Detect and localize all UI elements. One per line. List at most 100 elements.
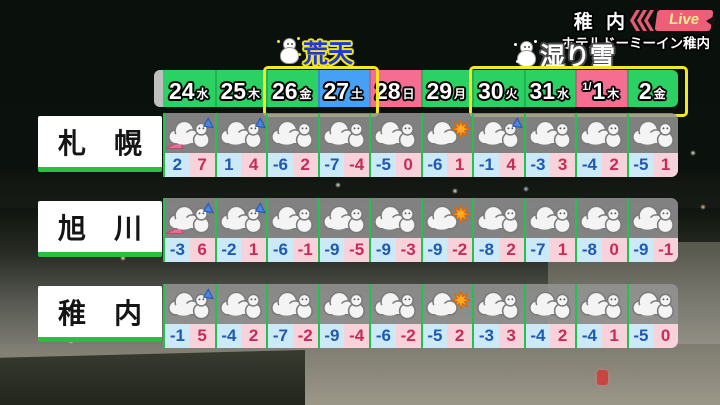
temperature-pair: -6 -1: [268, 238, 318, 262]
high-temperature: 2: [550, 324, 575, 348]
forecast-cell: -5 0: [626, 284, 679, 348]
date-weekday: 金: [653, 87, 666, 101]
high-temperature: 2: [498, 238, 524, 262]
date-cell: 1/1 木: [575, 70, 627, 107]
snow-storm-icon: [165, 113, 215, 153]
high-temperature: -2: [447, 238, 472, 262]
date-weekday: 木: [248, 87, 261, 101]
date-cell: 27 土: [317, 70, 369, 107]
snow-icon: [217, 284, 267, 324]
high-temperature: 2: [292, 153, 318, 177]
high-temperature: 0: [601, 238, 627, 262]
forecast-cell: -7 -4: [317, 113, 369, 177]
date-cell: 24 水: [163, 70, 215, 107]
snow-icon: [268, 198, 318, 238]
temperature-pair: -4 2: [216, 324, 266, 348]
high-temperature: -2: [292, 324, 318, 348]
date-weekday: 水: [557, 87, 570, 101]
temperature-pair: -1 5: [165, 324, 215, 348]
snow-icon: [268, 113, 318, 153]
forecast-cell: -6 1: [420, 113, 472, 177]
high-temperature: 1: [447, 153, 472, 177]
snow-icon: [526, 284, 576, 324]
high-temperature: -1: [653, 238, 678, 262]
low-temperature: -9: [319, 324, 345, 348]
high-temperature: -2: [395, 324, 421, 348]
forecast-cell: -2 1: [214, 198, 266, 262]
snow-icon: [577, 284, 627, 324]
forecast-cell: -9 -1: [626, 198, 678, 262]
forecast-cell: -7 -2: [266, 284, 318, 348]
date-cell: 29 月: [420, 70, 472, 107]
camera-caption: ホテルドーミーイン稚内: [561, 36, 711, 51]
high-temperature: 1: [550, 238, 575, 262]
high-temperature: 4: [241, 153, 266, 177]
low-temperature: -3: [165, 238, 190, 262]
temperature-pair: -9 -1: [628, 238, 678, 262]
high-temperature: -1: [292, 238, 318, 262]
low-temperature: -9: [371, 238, 396, 262]
temperature-pair: -3 3: [525, 153, 575, 177]
red-car: [597, 370, 608, 385]
date-weekday: 水: [196, 87, 209, 101]
snow-icon: [371, 198, 421, 238]
city-label: 札 幌: [38, 116, 162, 172]
high-temperature: 2: [447, 324, 472, 348]
snow-icon: [371, 284, 421, 324]
temperature-pair: -4 2: [525, 324, 575, 348]
forecast-cell: -6 -2: [369, 284, 421, 348]
high-temperature: 4: [498, 153, 524, 177]
forecast-cell: -8 0: [575, 198, 627, 262]
date-cell: 31 水: [523, 70, 575, 107]
high-temperature: -4: [344, 324, 369, 348]
snow-storm-icon: [165, 198, 215, 238]
storm-annotation: 荒天: [277, 37, 353, 67]
forecast-cell: -5 0: [369, 113, 421, 177]
forecast-cell: -6 2: [266, 113, 318, 177]
temperature-pair: -8 2: [474, 238, 524, 262]
snow-icon: [474, 284, 524, 324]
live-chevrons-icon: [629, 10, 654, 31]
high-temperature: -5: [344, 238, 369, 262]
temperature-pair: -4 2: [577, 153, 627, 177]
snow-windy-icon: [474, 113, 524, 153]
low-temperature: -5: [628, 324, 654, 348]
low-temperature: -6: [371, 324, 396, 348]
forecast-cell: -4 2: [575, 113, 627, 177]
temperature-pair: -5 0: [371, 153, 421, 177]
low-temperature: -9: [319, 238, 345, 262]
snow-icon: [371, 113, 421, 153]
snow-windy-icon: [217, 113, 267, 153]
low-temperature: -4: [216, 324, 242, 348]
forecast-row-strip: -1 5 -4 2 -7 -2 -9 -4 -6 -2 -5 2 -3 3 -4 2 -4 1 -5 0: [163, 284, 678, 348]
snowman-mascot-icon: [277, 37, 301, 67]
date-number: 28: [374, 78, 401, 104]
date-cell: 26 金: [266, 70, 318, 107]
partly-sunny-icon: [423, 284, 473, 324]
date-number: 25: [220, 78, 247, 104]
snow-icon: [526, 198, 576, 238]
date-row-left-cap: [154, 70, 165, 107]
high-temperature: -4: [344, 153, 369, 177]
low-temperature: 2: [165, 153, 190, 177]
low-temperature: -4: [577, 324, 602, 348]
snow-icon: [629, 284, 679, 324]
temperature-pair: -3 6: [165, 238, 215, 262]
temperature-pair: -9 -4: [319, 324, 369, 348]
low-temperature: -6: [268, 238, 293, 262]
high-temperature: 3: [550, 153, 575, 177]
date-weekday: 木: [607, 87, 620, 101]
low-temperature: -4: [577, 153, 602, 177]
high-temperature: 2: [241, 324, 266, 348]
date-cell: 30 火: [472, 70, 524, 107]
snow-icon: [577, 198, 627, 238]
low-temperature: -6: [422, 153, 448, 177]
location-label: 稚 内: [573, 12, 629, 33]
forecast-cell: -9 -5: [317, 198, 369, 262]
high-temperature: 0: [653, 324, 678, 348]
low-temperature: -1: [165, 324, 190, 348]
forecast-row-strip: 2 7 1 4 -6 2 -7 -4 -5 0 -6 1 -1 4 -3 3 -4 2 -5 1: [163, 113, 678, 177]
